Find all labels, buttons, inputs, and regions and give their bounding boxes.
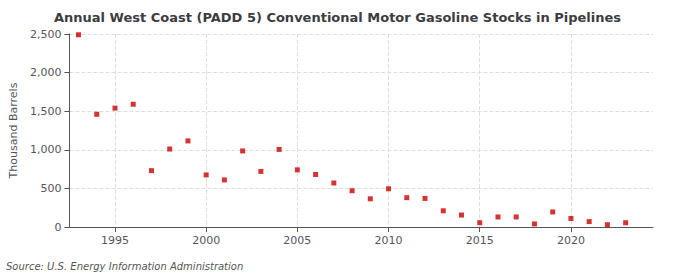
svg-text:2,000: 2,000 xyxy=(30,66,62,79)
svg-text:1995: 1995 xyxy=(101,234,129,247)
svg-text:2015: 2015 xyxy=(466,234,494,247)
svg-text:Thousand Barrels: Thousand Barrels xyxy=(7,82,20,179)
svg-text:2,500: 2,500 xyxy=(30,28,62,41)
svg-text:0: 0 xyxy=(54,221,61,234)
svg-text:2020: 2020 xyxy=(557,234,585,247)
svg-text:500: 500 xyxy=(40,182,61,195)
svg-text:Annual West Coast (PADD 5) Con: Annual West Coast (PADD 5) Conventional … xyxy=(54,10,621,25)
svg-text:1,000: 1,000 xyxy=(30,143,62,156)
svg-text:Source: U.S. Energy Informatio: Source: U.S. Energy Information Administ… xyxy=(6,261,243,272)
svg-text:2005: 2005 xyxy=(283,234,311,247)
svg-text:2010: 2010 xyxy=(375,234,403,247)
svg-text:2000: 2000 xyxy=(192,234,220,247)
svg-text:1,500: 1,500 xyxy=(30,105,62,118)
